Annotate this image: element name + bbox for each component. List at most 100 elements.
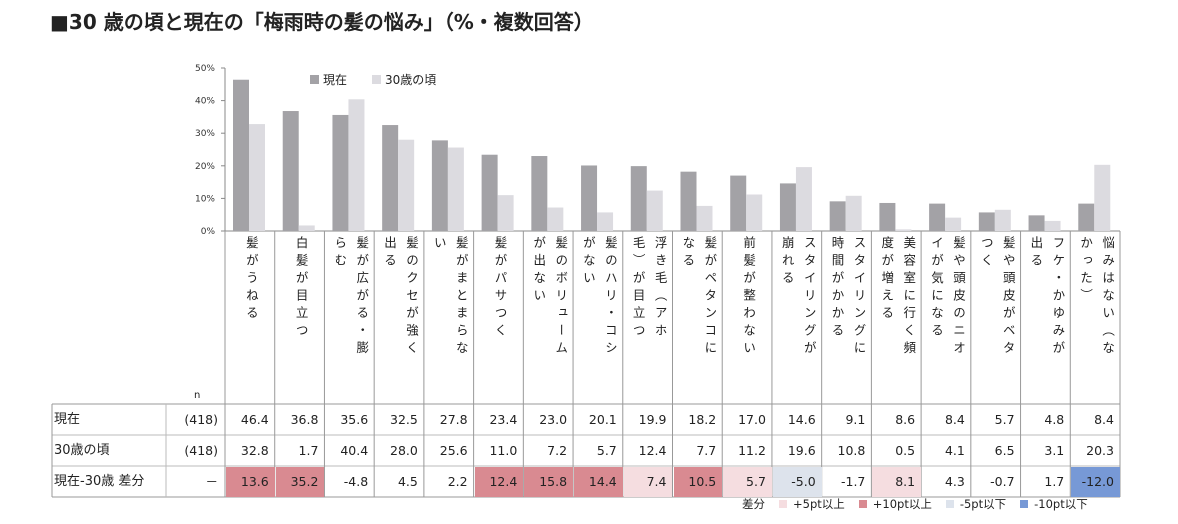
category-label: フケ・かゆみが 出る	[1021, 236, 1071, 402]
cell-current: 23.0	[539, 412, 568, 427]
cell-diff: 2.2	[447, 474, 468, 489]
bar-age30	[646, 190, 663, 231]
category-label-line: が出ない	[531, 236, 547, 306]
category-label: スタイリングが 崩れる	[772, 236, 822, 402]
category-label: 前髪が整わない	[722, 236, 772, 402]
cell-diff: -12.0	[1071, 467, 1120, 497]
cell-age30: 3.1	[1044, 443, 1065, 458]
bar-current	[431, 140, 448, 231]
bar-current	[730, 175, 747, 231]
cell-current: 20.1	[588, 412, 617, 427]
bar-age30	[249, 124, 265, 231]
category-label-line: 度が増える	[879, 236, 895, 324]
category-label-line: 前髪が整わない	[741, 236, 757, 359]
diff-legend-plus10: +10pt以上	[872, 497, 932, 511]
category-label-line: 髪のボリューム	[553, 236, 569, 359]
bar-current	[879, 202, 896, 231]
diff-legend: 差分 +5pt以上 +10pt以上 -5pt以下 -10pt以下	[742, 496, 1088, 512]
category-label: 髪や頭皮がベタ つく	[971, 236, 1021, 402]
category-label-line: 美容室に行く頻	[901, 236, 917, 359]
bar-age30	[1044, 220, 1061, 231]
cell-current: 5.7	[994, 412, 1015, 427]
category-label: 白髪が目立つ	[275, 236, 325, 402]
bar-age30	[398, 139, 415, 231]
category-label-line: 髪が広がる・膨	[354, 236, 370, 359]
cell-current: 36.8	[290, 412, 319, 427]
y-tick-label: 20%	[195, 162, 215, 172]
bar-current	[978, 212, 995, 231]
cell-age30: 25.6	[439, 443, 468, 458]
cell-current: 8.6	[895, 412, 916, 427]
cell-age30: 11.2	[738, 443, 766, 458]
category-label-line: 時間がかかる	[829, 236, 845, 341]
cell-current: 27.8	[439, 412, 468, 427]
bar-age30	[746, 194, 763, 231]
cell-age30: 7.2	[547, 443, 568, 458]
bar-current	[531, 156, 548, 231]
cell-diff: 1.7	[1044, 474, 1065, 489]
bar-age30	[994, 209, 1011, 231]
category-label-line: 出る	[1028, 236, 1044, 271]
category-label-line: 悩みはない（な	[1100, 236, 1116, 359]
category-label: スタイリングに 時間がかかる	[822, 236, 872, 402]
y-tick-label: 0%	[201, 227, 216, 237]
cell-current: 32.5	[390, 412, 418, 427]
cell-age30: 11.0	[489, 443, 518, 458]
cell-diff: 12.4	[474, 467, 524, 497]
cell-diff: 5.7	[723, 467, 772, 497]
category-label-line: スタイリングに	[851, 236, 867, 359]
category-label: 美容室に行く頻 度が増える	[871, 236, 921, 402]
category-label-line: スタイリングが	[801, 236, 817, 359]
cell-diff: -4.8	[343, 474, 369, 489]
y-tick-label: 40%	[195, 97, 215, 107]
y-tick-label: 50%	[195, 64, 215, 74]
category-label-line: フケ・かゆみが	[1050, 236, 1066, 359]
legend-swatch-age30	[372, 75, 381, 84]
category-label-line: らむ	[332, 236, 348, 271]
cell-diff: -0.7	[990, 474, 1015, 489]
bar-age30	[447, 147, 464, 231]
diff-legend-title: 差分	[742, 497, 765, 511]
bar-age30	[497, 195, 514, 231]
diff-legend-minus10: -10pt以下	[1034, 497, 1088, 511]
cell-age30: 19.6	[787, 443, 816, 458]
cell-diff: 14.4	[574, 467, 623, 497]
bar-age30	[845, 195, 862, 231]
category-label-line: 浮き毛（アホ	[652, 236, 668, 341]
legend-swatch-current	[310, 75, 319, 84]
bar-current	[382, 125, 399, 231]
cell-diff: -1.7	[840, 474, 866, 489]
chart-title: ■30 歳の頃と現在の「梅雨時の髪の悩み」（%・複数回答）	[50, 10, 594, 34]
row-diff-n: －	[205, 474, 218, 489]
bar-age30	[945, 217, 962, 231]
bar-current	[779, 183, 796, 231]
bar-current	[829, 201, 846, 231]
diff-legend-minus5: -5pt以下	[959, 497, 1007, 511]
bar-age30	[547, 207, 564, 231]
row-current-n: (418)	[184, 412, 218, 427]
row-diff-label: 現在-30歳 差分	[54, 474, 145, 489]
bar-current	[1078, 203, 1095, 231]
bar-age30	[348, 99, 365, 232]
cell-current: 14.6	[787, 412, 816, 427]
cell-age30: 20.3	[1086, 443, 1114, 458]
diff-legend-swatch-plus10	[858, 500, 867, 508]
diff-legend-swatch-plus5	[779, 500, 787, 508]
bar-age30	[1094, 164, 1111, 231]
category-label-line: い	[431, 236, 447, 254]
cell-diff: 15.8	[524, 467, 574, 497]
cell-current: 17.0	[738, 412, 766, 427]
category-label-line: 髪がまとまらな	[453, 236, 469, 359]
cell-diff: 7.4	[623, 467, 673, 497]
cell-diff: 4.5	[397, 474, 418, 489]
cell-age30: 6.5	[994, 443, 1015, 458]
category-label: 髪のボリューム が出ない	[523, 236, 573, 402]
row-age30-label: 30歳の頃	[54, 443, 110, 458]
category-label-line: 崩れる	[779, 236, 795, 289]
bar-current	[630, 166, 647, 231]
category-label-line: 髪のハリ・コシ	[602, 236, 618, 359]
y-tick-label: 30%	[195, 129, 215, 139]
category-label-line: 出る	[382, 236, 398, 271]
category-label-line: 髪や頭皮のニオ	[950, 236, 966, 359]
